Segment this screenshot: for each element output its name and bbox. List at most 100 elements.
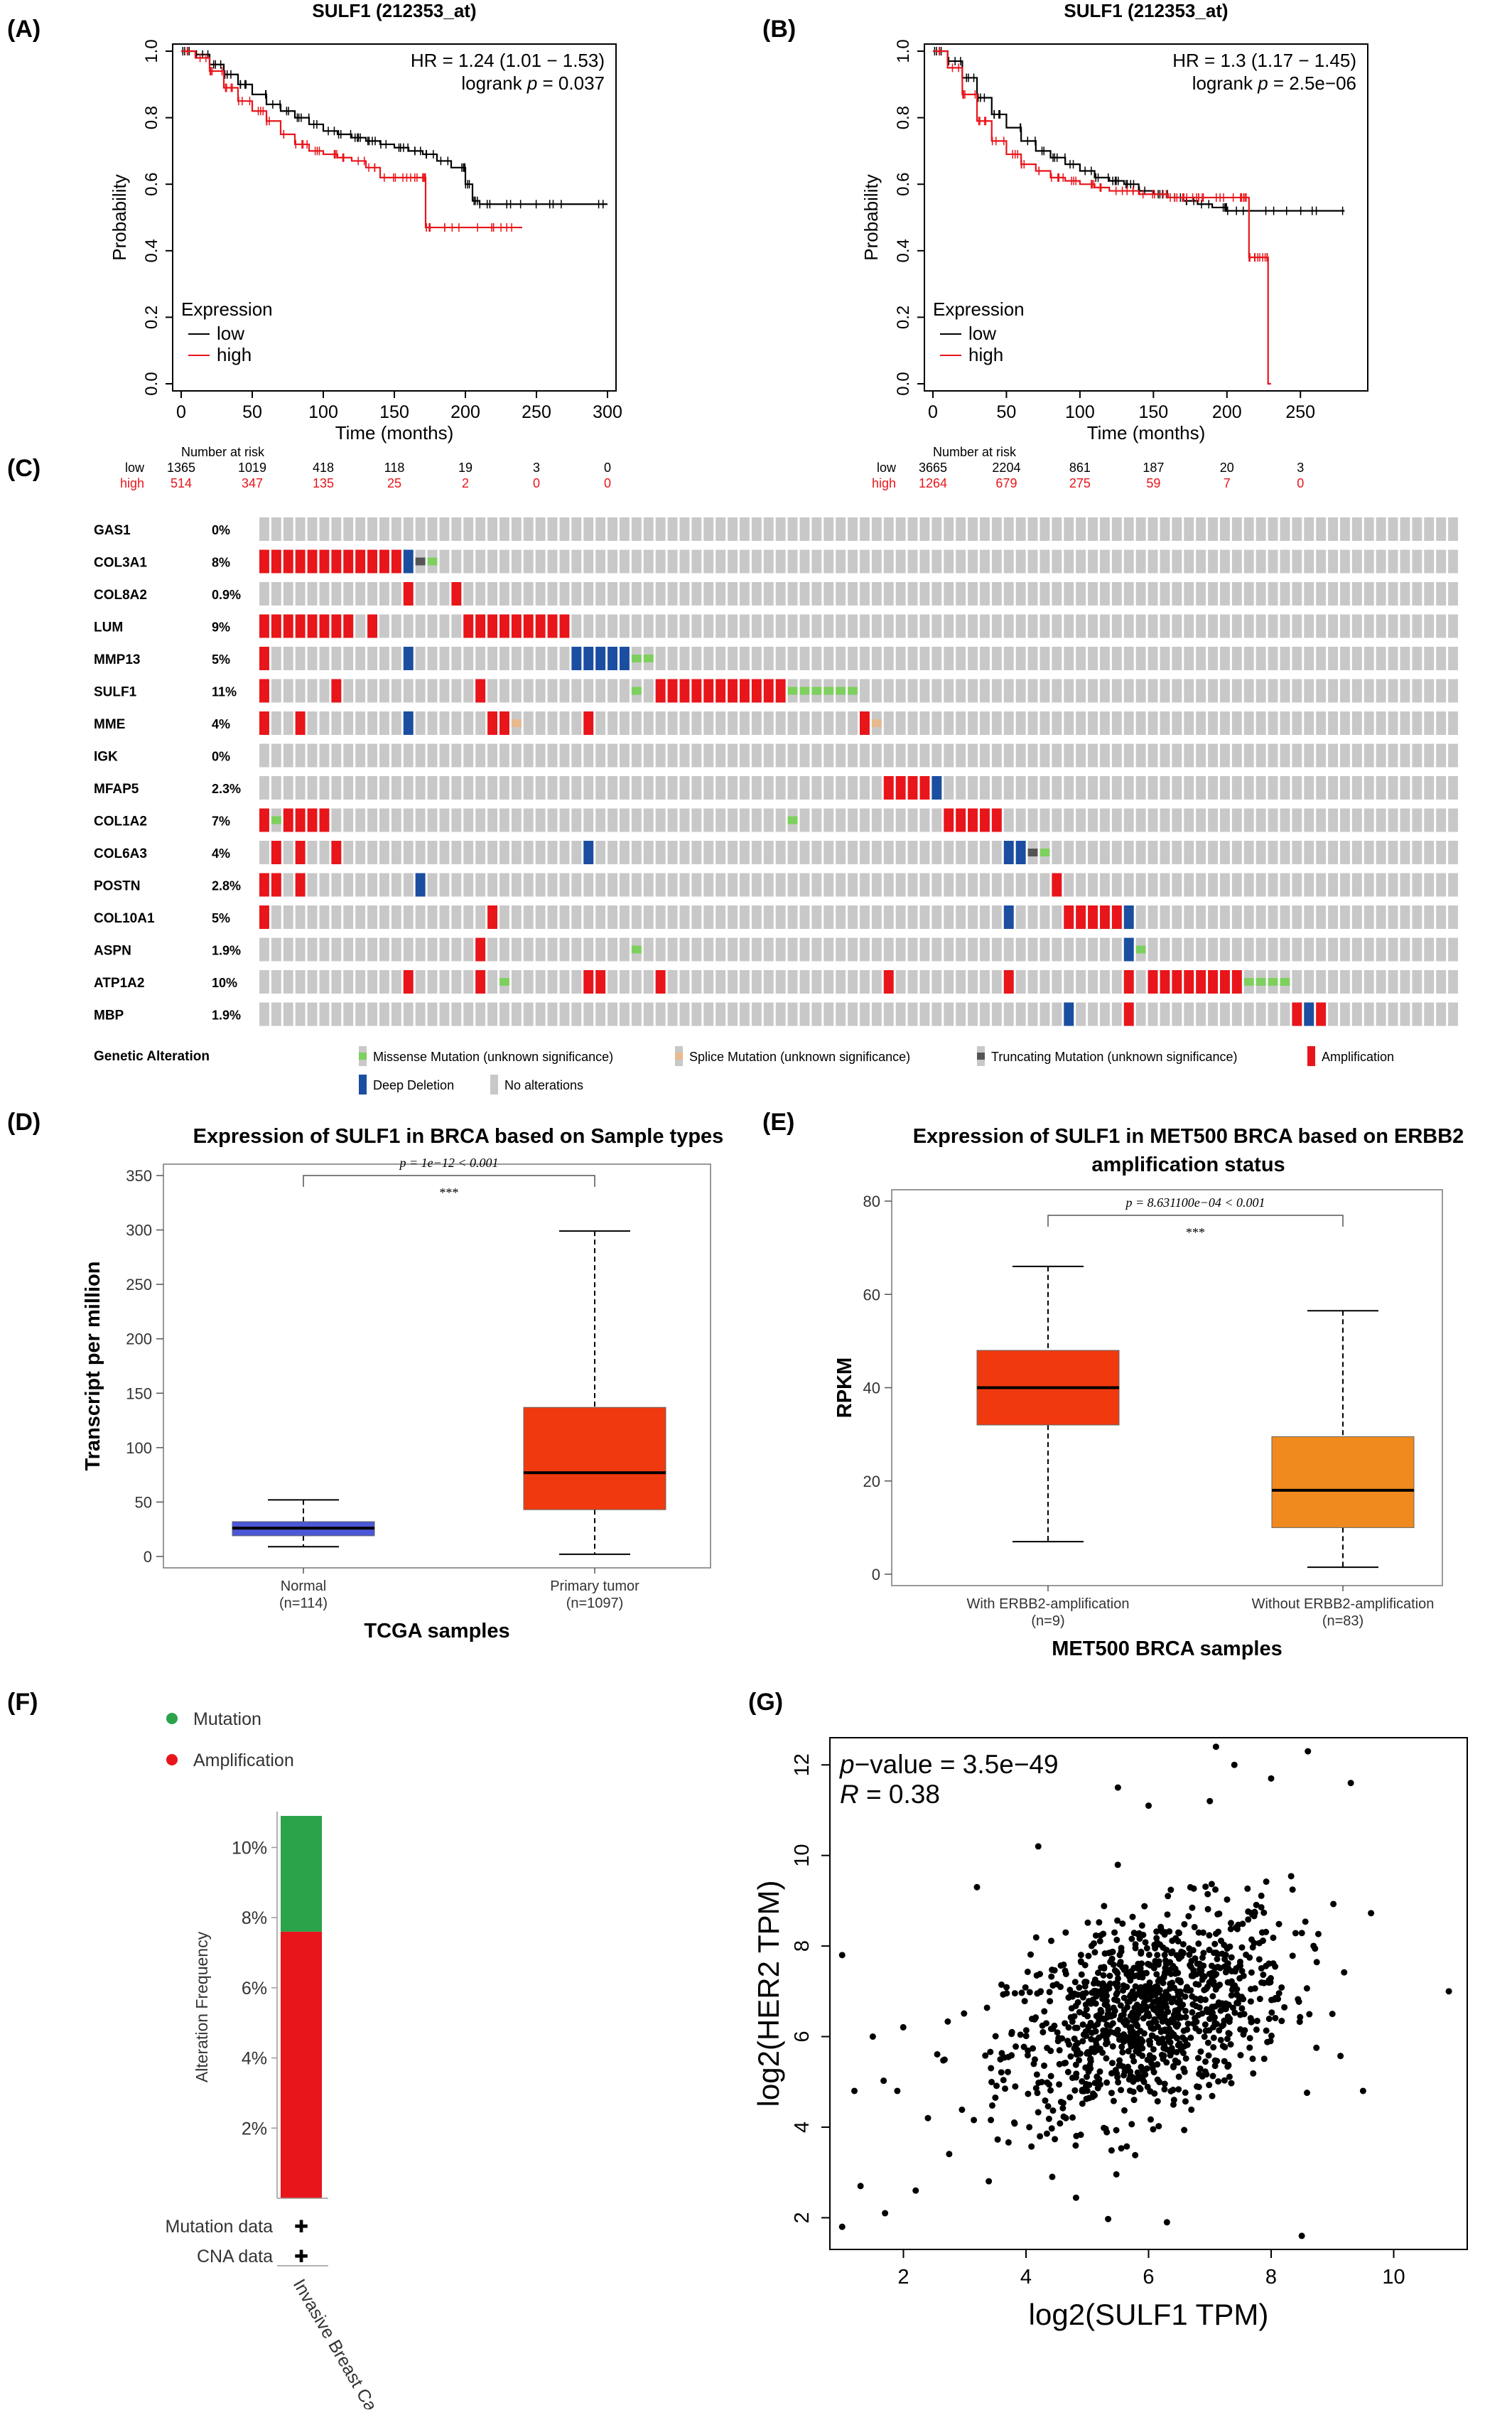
- onco-cell-COL6A3: [1364, 841, 1374, 864]
- g-point: [1237, 2052, 1244, 2059]
- box-group-label-d-0: Normal: [281, 1579, 326, 1594]
- onco-cell-amp-LUM: [523, 614, 534, 638]
- onco-cell-amp-ATP1A2: [1172, 970, 1182, 994]
- onco-cell-MFAP5: [944, 776, 954, 800]
- onco-cell-MBP: [271, 1002, 281, 1026]
- onco-cell-MFAP5: [1328, 776, 1338, 800]
- onco-cell-MBP: [1376, 1002, 1386, 1026]
- onco-cell-ATP1A2: [1292, 970, 1302, 994]
- onco-cell-MMP13: [559, 647, 570, 670]
- g-point: [1094, 1969, 1101, 1977]
- onco-cell-POSTN: [1316, 873, 1327, 897]
- g-point: [1268, 2009, 1275, 2016]
- onco-cell-del-COL10A1: [1123, 905, 1134, 929]
- onco-cell-COL6A3: [559, 841, 570, 864]
- onco-cell-COL10A1: [716, 905, 726, 929]
- onco-cell-COL8A2: [1231, 582, 1242, 606]
- g-point: [1110, 2004, 1117, 2011]
- g-point: [1295, 1998, 1302, 2005]
- onco-cell-COL1A2: [716, 808, 726, 832]
- g-point: [1238, 1967, 1246, 1974]
- g-point: [924, 2114, 932, 2121]
- onco-cell-MFAP5: [836, 776, 846, 800]
- onco-cell-MME: [740, 711, 750, 735]
- g-point: [1202, 2058, 1209, 2065]
- g-point: [1189, 1904, 1196, 1911]
- onco-cell-COL3A1: [907, 549, 918, 574]
- onco-cell-LUM: [1364, 614, 1374, 638]
- g-point: [1231, 1761, 1238, 1768]
- onco-cell-amp-POSTN: [1052, 873, 1062, 897]
- onco-cell-MBP: [307, 1002, 318, 1026]
- onco-cell-POSTN: [331, 873, 342, 897]
- km-xlabel-a: Time (months): [335, 422, 454, 443]
- onco-cell-ASPN: [1351, 937, 1362, 962]
- g-point: [1170, 2087, 1177, 2094]
- g-point: [1162, 2017, 1170, 2024]
- g-point: [1130, 2097, 1138, 2104]
- onco-cell-MFAP5: [1436, 776, 1447, 800]
- onco-cell-amp-MBP: [1292, 1002, 1302, 1026]
- onco-cell-amp-ATP1A2: [1231, 970, 1242, 994]
- onco-cell-SULF1: [1064, 679, 1074, 703]
- onco-cell-COL6A3: [511, 841, 522, 864]
- onco-cell-MFAP5: [547, 776, 558, 800]
- onco-cell-COL3A1: [1448, 549, 1458, 574]
- onco-cell-SULF1: [1436, 679, 1447, 703]
- onco-cell-COL3A1: [475, 549, 486, 574]
- onco-cell-COL6A3: [1436, 841, 1447, 864]
- onco-pct-POSTN: 2.8%: [212, 879, 241, 893]
- onco-cell-SULF1: [463, 679, 474, 703]
- onco-cell-POSTN: [595, 873, 606, 897]
- g-point: [1137, 2085, 1144, 2092]
- g-point: [1132, 1945, 1139, 1952]
- onco-cell-ATP1A2: [427, 970, 438, 994]
- onco-cell-IGK: [751, 743, 762, 768]
- onco-cell-COL6A3: [1196, 841, 1206, 864]
- g-point: [1211, 1940, 1219, 1947]
- onco-cell-amp-SULF1: [655, 679, 666, 703]
- onco-cell-ATP1A2: [1316, 970, 1327, 994]
- onco-cell-MBP: [811, 1002, 822, 1026]
- onco-cell-COL10A1: [1027, 905, 1038, 929]
- onco-cell-amp-LUM: [331, 614, 342, 638]
- onco-cell-COL1A2: [487, 808, 497, 832]
- oncoprint-c: GAS1 0%COL3A1 8%COL8A2 0.9%LUM 9%MMP13 5%SULF…: [94, 517, 1458, 1095]
- g-point: [1184, 1986, 1192, 1994]
- onco-cell-IGK: [991, 743, 1002, 768]
- onco-cell-IGK: [1351, 743, 1362, 768]
- onco-cell-POSTN: [836, 873, 846, 897]
- onco-cell-ASPN: [1424, 937, 1435, 962]
- onco-cell-POSTN: [944, 873, 954, 897]
- onco-cell-LUM: [1328, 614, 1338, 638]
- onco-cell-LUM: [620, 614, 630, 638]
- g-point: [1077, 1952, 1084, 1959]
- g-point: [1146, 1979, 1153, 1986]
- onco-cell-MMP13: [824, 647, 834, 670]
- g-point: [1222, 2006, 1229, 2013]
- onco-cell-SULF1: [860, 679, 870, 703]
- onco-cell-amp-COL6A3: [295, 841, 306, 864]
- g-point: [1022, 1984, 1029, 1991]
- onco-cell-MME: [655, 711, 666, 735]
- onco-cell-COL1A2: [1400, 808, 1410, 832]
- g-point: [1044, 2103, 1052, 2110]
- onco-cell-POSTN: [968, 873, 978, 897]
- onco-legend-label-amp: Amplification: [1322, 1050, 1394, 1064]
- onco-cell-GAS1: [487, 517, 497, 541]
- onco-cell-COL8A2: [1160, 582, 1170, 606]
- g-point: [1030, 2045, 1037, 2052]
- onco-cell-mis-ATP1A2: [1243, 978, 1254, 986]
- onco-cell-SULF1: [1292, 679, 1302, 703]
- onco-cell-LUM: [1243, 614, 1254, 638]
- km-title-b: SULF1 (212353_at): [1064, 0, 1228, 21]
- onco-cell-MFAP5: [751, 776, 762, 800]
- km-logrank-b: logrank p = 2.5e−06: [1192, 72, 1356, 94]
- onco-cell-ATP1A2: [956, 970, 966, 994]
- onco-cell-MMP13: [451, 647, 462, 670]
- onco-cell-COL3A1: [1148, 549, 1158, 574]
- g-point: [1196, 1960, 1203, 1967]
- onco-legend-label-trunc: Truncating Mutation (unknown significanc…: [991, 1050, 1238, 1064]
- onco-cell-COL1A2: [500, 808, 509, 832]
- onco-cell-ATP1A2: [751, 970, 762, 994]
